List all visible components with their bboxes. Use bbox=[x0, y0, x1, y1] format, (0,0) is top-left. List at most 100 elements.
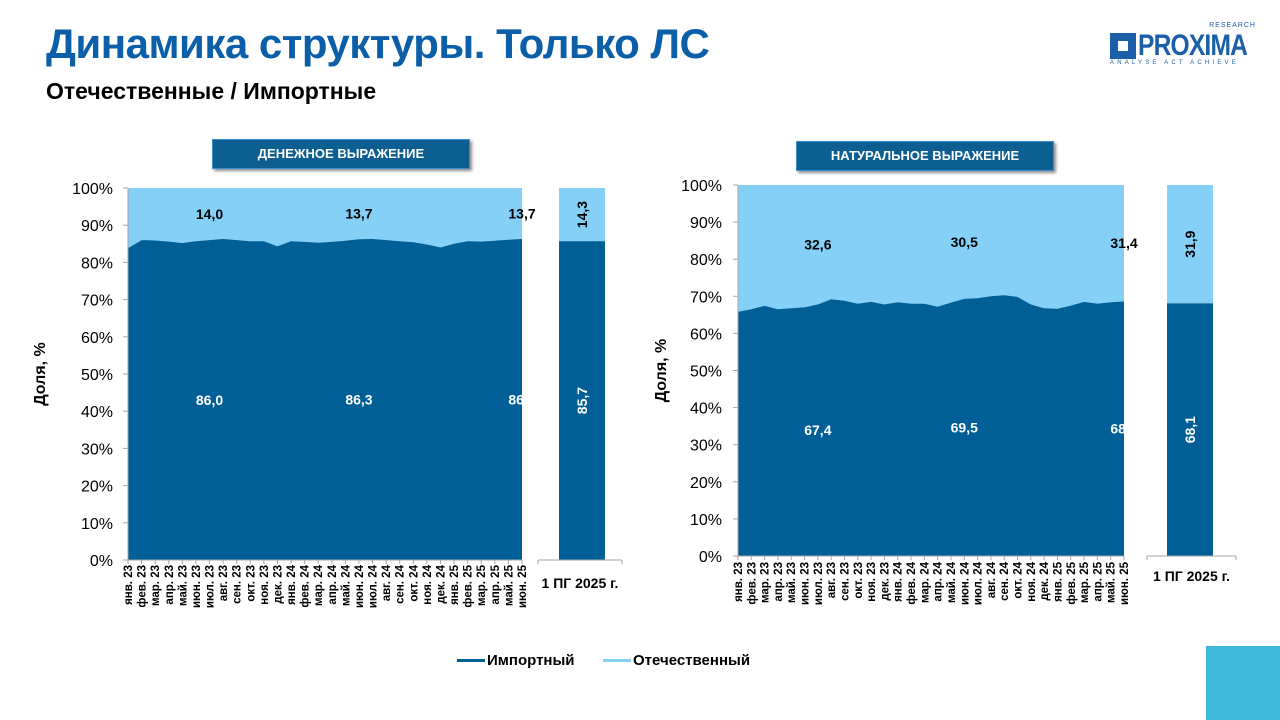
chart-money-x-tick-label: июн. 24 bbox=[354, 564, 366, 608]
chart-money-x-tick-label: окт. 24 bbox=[408, 564, 420, 601]
legend-domestic-label: Отечественный bbox=[633, 651, 751, 669]
chart-volume-y-tick-label: 50% bbox=[690, 364, 722, 381]
chart-volume-x-tick-label: фев. 23 bbox=[746, 562, 758, 605]
chart-money-x-tick-label: ноя. 23 bbox=[259, 565, 271, 605]
chart-volume-x-tick-label: ноя. 24 bbox=[1026, 561, 1038, 601]
chart-volume-y-tick-label: 10% bbox=[690, 512, 722, 529]
chart-money-summary-category-label: 1 ПГ 2025 г. bbox=[542, 575, 619, 591]
chart-volume-import-area bbox=[738, 295, 1124, 556]
chart-money-x-tick-label: май. 24 bbox=[340, 564, 352, 606]
chart-money-x-tick-label: мар. 24 bbox=[313, 564, 325, 606]
chart-volume-y-tick-label: 0% bbox=[699, 549, 722, 566]
chart-money-domestic-data-label: 13,7 bbox=[508, 205, 535, 221]
chart-volume-x-tick-label: июн. 23 bbox=[800, 562, 812, 605]
chart-volume-x-tick-label: мар. 24 bbox=[919, 561, 931, 603]
chart-volume-summary-import-label: 68,1 bbox=[1182, 416, 1198, 443]
chart-money-y-tick-label: 20% bbox=[81, 479, 113, 496]
chart-volume-x-tick-label: июл. 24 bbox=[973, 561, 985, 605]
chart-volume-import-data-label: 67,4 bbox=[804, 422, 831, 438]
chart-volume-y-tick-label: 40% bbox=[690, 401, 722, 418]
chart-money-x-tick-label: фев. 25 bbox=[463, 564, 475, 607]
chart-volume-badge: НАТУРАЛЬНОЕ ВЫРАЖЕНИЕ bbox=[796, 141, 1054, 171]
chart-volume-x-tick-label: фев. 25 bbox=[1066, 561, 1078, 604]
chart-money-x-tick-label: июн. 25 bbox=[517, 564, 529, 608]
chart-volume-y-tick-label: 90% bbox=[690, 215, 722, 232]
chart-money-x-tick-label: июн. 23 bbox=[191, 565, 203, 608]
legend-import-swatch bbox=[457, 658, 485, 662]
chart-volume-x-tick-label: дек. 23 bbox=[879, 562, 891, 601]
chart-volume-x-tick-label: фев. 24 bbox=[906, 561, 918, 604]
chart-money-y-tick-label: 10% bbox=[81, 516, 113, 533]
chart-money-summary-domestic-bar bbox=[559, 188, 605, 242]
chart-volume-domestic-data-label: 31,4 bbox=[1110, 235, 1137, 251]
chart-money-summary-domestic-label: 14,3 bbox=[574, 201, 590, 228]
logo-wordmark: PROXIMA bbox=[1138, 29, 1248, 62]
chart-volume-summary-domestic-bar bbox=[1167, 185, 1213, 304]
chart-volume-y-tick-label: 70% bbox=[690, 289, 722, 306]
chart-volume-x-tick-label: май. 25 bbox=[1106, 561, 1118, 603]
corner-accent-block bbox=[1206, 646, 1280, 720]
proxima-logo: RESEARCH PROXIMA ANALYSE ACT ACHIEVE bbox=[1108, 22, 1258, 68]
chart-money-x-tick-label: дек. 23 bbox=[272, 565, 284, 604]
chart-money-x-tick-label: июл. 23 bbox=[205, 565, 217, 608]
chart-volume-y-tick-label: 100% bbox=[681, 178, 722, 195]
chart-volume-x-tick-label: июн. 24 bbox=[959, 561, 971, 605]
chart-money-y-tick-label: 30% bbox=[81, 441, 113, 458]
chart-volume-import-data-label: 69,5 bbox=[951, 419, 978, 435]
chart-money-x-tick-label: мар. 25 bbox=[476, 564, 488, 606]
chart-money-y-tick-label: 60% bbox=[81, 330, 113, 347]
logo-tagline: ANALYSE ACT ACHIEVE bbox=[1110, 60, 1239, 66]
chart-volume-x-tick-label: сен. 24 bbox=[999, 561, 1011, 601]
chart-money-domestic-data-label: 14,0 bbox=[196, 206, 223, 222]
legend-item-domestic: Отечественный bbox=[603, 648, 750, 672]
chart-money-x-tick-label: фев. 24 bbox=[300, 564, 312, 607]
chart-money-x-tick-label: апр. 23 bbox=[164, 565, 176, 605]
chart-money-x-tick-label: мар. 23 bbox=[150, 565, 162, 606]
chart-money-y-tick-label: 0% bbox=[90, 553, 113, 570]
chart-volume-x-tick-label: ноя. 23 bbox=[866, 562, 878, 602]
chart-volume-y-axis-title: Доля, % bbox=[653, 339, 670, 403]
chart-volume-x-tick-label: дек. 24 bbox=[1039, 561, 1051, 600]
chart-volume-y-tick-label: 60% bbox=[690, 326, 722, 343]
chart-volume-summary-domestic-label: 31,9 bbox=[1182, 230, 1198, 257]
chart-volume-import-data-label: 68,6 bbox=[1110, 421, 1137, 437]
chart-volume-x-tick-label: май. 24 bbox=[946, 561, 958, 603]
chart-money-x-tick-label: апр. 24 bbox=[327, 564, 339, 604]
chart-money-x-tick-label: янв. 24 bbox=[286, 564, 298, 605]
chart-volume-x-tick-label: мар. 25 bbox=[1079, 561, 1091, 603]
chart-money-x-tick-label: авг. 23 bbox=[218, 565, 230, 601]
page-subtitle: Отечественные / Импортные bbox=[46, 78, 377, 104]
chart-money-y-axis-title: Доля, % bbox=[32, 342, 49, 406]
chart-volume-summary-category-label: 1 ПГ 2025 г. bbox=[1153, 568, 1230, 584]
chart-money-x-tick-label: сен. 23 bbox=[232, 565, 244, 604]
chart-volume-x-tick-label: окт. 23 bbox=[853, 562, 865, 599]
chart-money-x-tick-label: апр. 25 bbox=[490, 564, 502, 604]
chart-money-x-tick-label: янв. 25 bbox=[449, 564, 461, 605]
legend-import-label: Импортный bbox=[487, 651, 575, 669]
chart-money-x-tick-label: май. 25 bbox=[503, 564, 515, 606]
page-title: Динамика структуры. Только ЛС bbox=[46, 20, 710, 67]
chart-volume-y-tick-label: 20% bbox=[690, 475, 722, 492]
chart-money-import-area bbox=[128, 239, 522, 560]
chart-volume-domestic-data-label: 30,5 bbox=[951, 234, 978, 250]
chart-money-x-tick-label: фев. 23 bbox=[137, 565, 149, 608]
chart-money-y-tick-label: 70% bbox=[81, 293, 113, 310]
chart-money-y-tick-label: 90% bbox=[81, 218, 113, 235]
chart-money-summary-import-label: 85,7 bbox=[574, 387, 590, 414]
chart-volume-x-tick-label: мар. 23 bbox=[760, 562, 772, 603]
legend-item-import: Импортный bbox=[457, 648, 575, 672]
chart-volume-domestic-data-label: 32,6 bbox=[804, 237, 831, 253]
chart-money-import-data-label: 86,3 bbox=[345, 392, 372, 408]
chart-money-y-tick-label: 80% bbox=[81, 255, 113, 272]
chart-money-x-tick-label: дек. 24 bbox=[435, 564, 447, 603]
chart-money-x-tick-label: июл. 24 bbox=[368, 564, 380, 608]
chart-money-y-tick-label: 50% bbox=[81, 367, 113, 384]
chart-money-x-tick-label: ноя. 24 bbox=[422, 564, 434, 604]
chart-money-summary-import-bar bbox=[559, 241, 605, 561]
chart-volume-x-tick-label: янв. 25 bbox=[1052, 561, 1064, 602]
chart-legend: Импортный Отечественный bbox=[0, 648, 1280, 672]
logo-square-icon bbox=[1110, 33, 1136, 59]
chart-money-x-tick-label: сен. 24 bbox=[395, 564, 407, 604]
chart-money-import-data-label: 86,3 bbox=[508, 391, 535, 407]
